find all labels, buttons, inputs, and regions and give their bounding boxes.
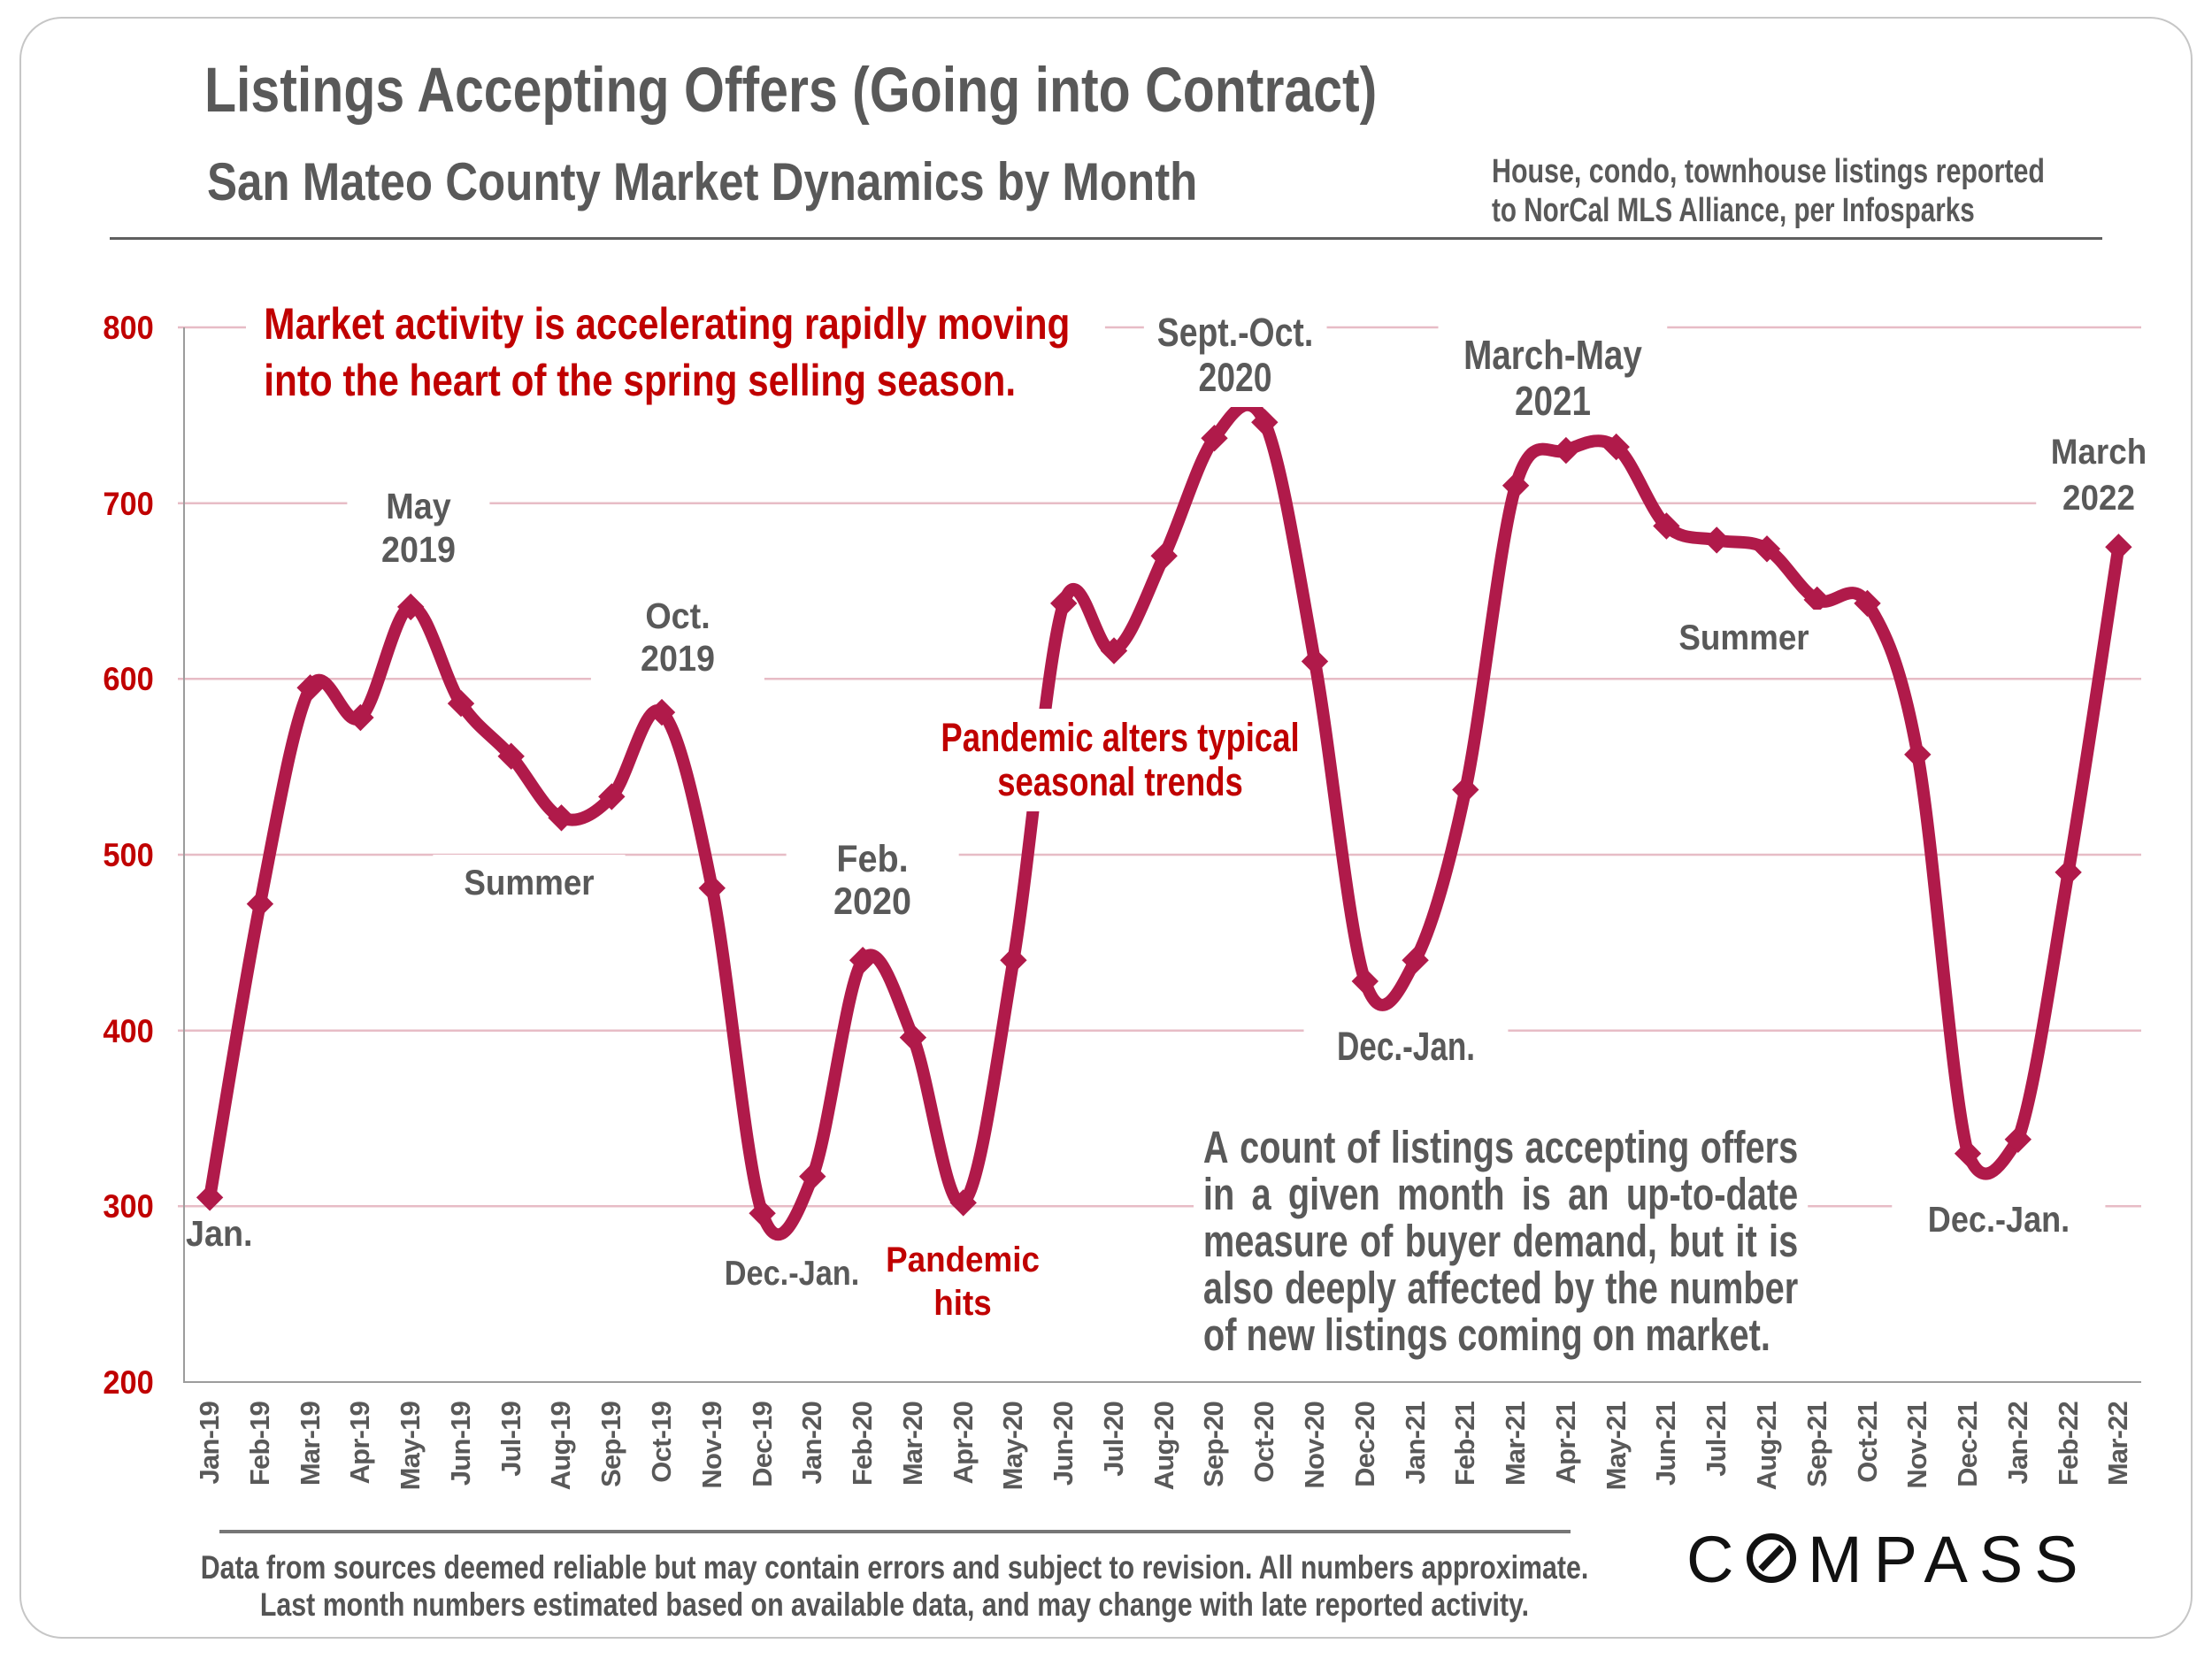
svg-text:C: C: [1686, 1528, 1745, 1594]
svg-text:MPASS: MPASS: [1808, 1528, 2090, 1594]
